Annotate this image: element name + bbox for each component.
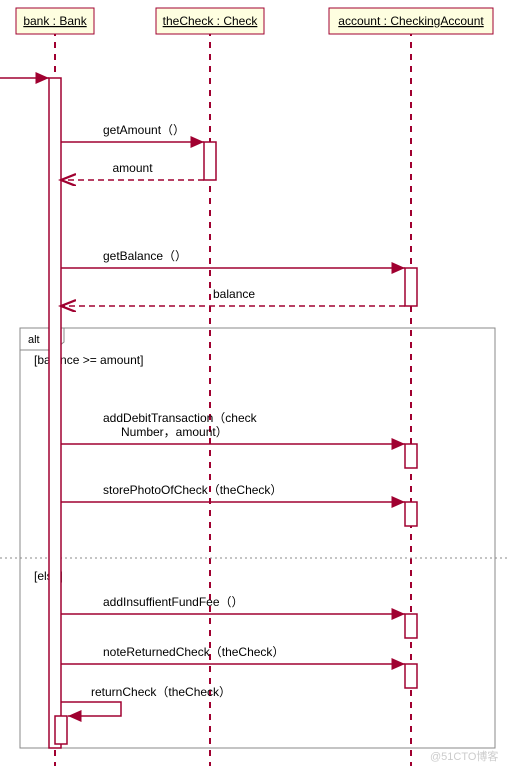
msg-label-8: noteReturnedCheck（theCheck） — [103, 645, 284, 659]
lifeline-label-bank: bank : Bank — [23, 14, 87, 28]
msg-9 — [61, 702, 121, 716]
activation-5 — [405, 614, 417, 638]
activation-4 — [405, 502, 417, 526]
sequence-diagram: alt[balance >= amount][else]bank : Bankt… — [0, 0, 507, 766]
activation-6 — [405, 664, 417, 688]
activation-1 — [204, 142, 216, 180]
watermark: @51CTO博客 — [430, 749, 498, 763]
activation-0 — [49, 78, 61, 748]
msg-label2-5: Number，amount） — [121, 425, 228, 439]
msg-label-7: addInsuffientFundFee（） — [103, 595, 244, 609]
msg-label-9: returnCheck（theCheck） — [91, 685, 231, 699]
activation-7 — [55, 716, 67, 744]
activation-2 — [405, 268, 417, 306]
msg-label-4: balance — [213, 287, 255, 301]
msg-label-6: storePhotoOfCheck（theCheck） — [103, 483, 282, 497]
lifeline-label-check: theCheck : Check — [163, 14, 259, 28]
lifeline-label-account: account : CheckingAccount — [338, 14, 484, 28]
alt-label: alt — [28, 334, 40, 346]
msg-label-5: addDebitTransaction（check — [103, 411, 258, 425]
msg-label-3: getBalance（） — [103, 249, 187, 263]
msg-label-2: amount — [113, 161, 154, 175]
activation-3 — [405, 444, 417, 468]
msg-label-1: getAmount（） — [103, 123, 185, 137]
